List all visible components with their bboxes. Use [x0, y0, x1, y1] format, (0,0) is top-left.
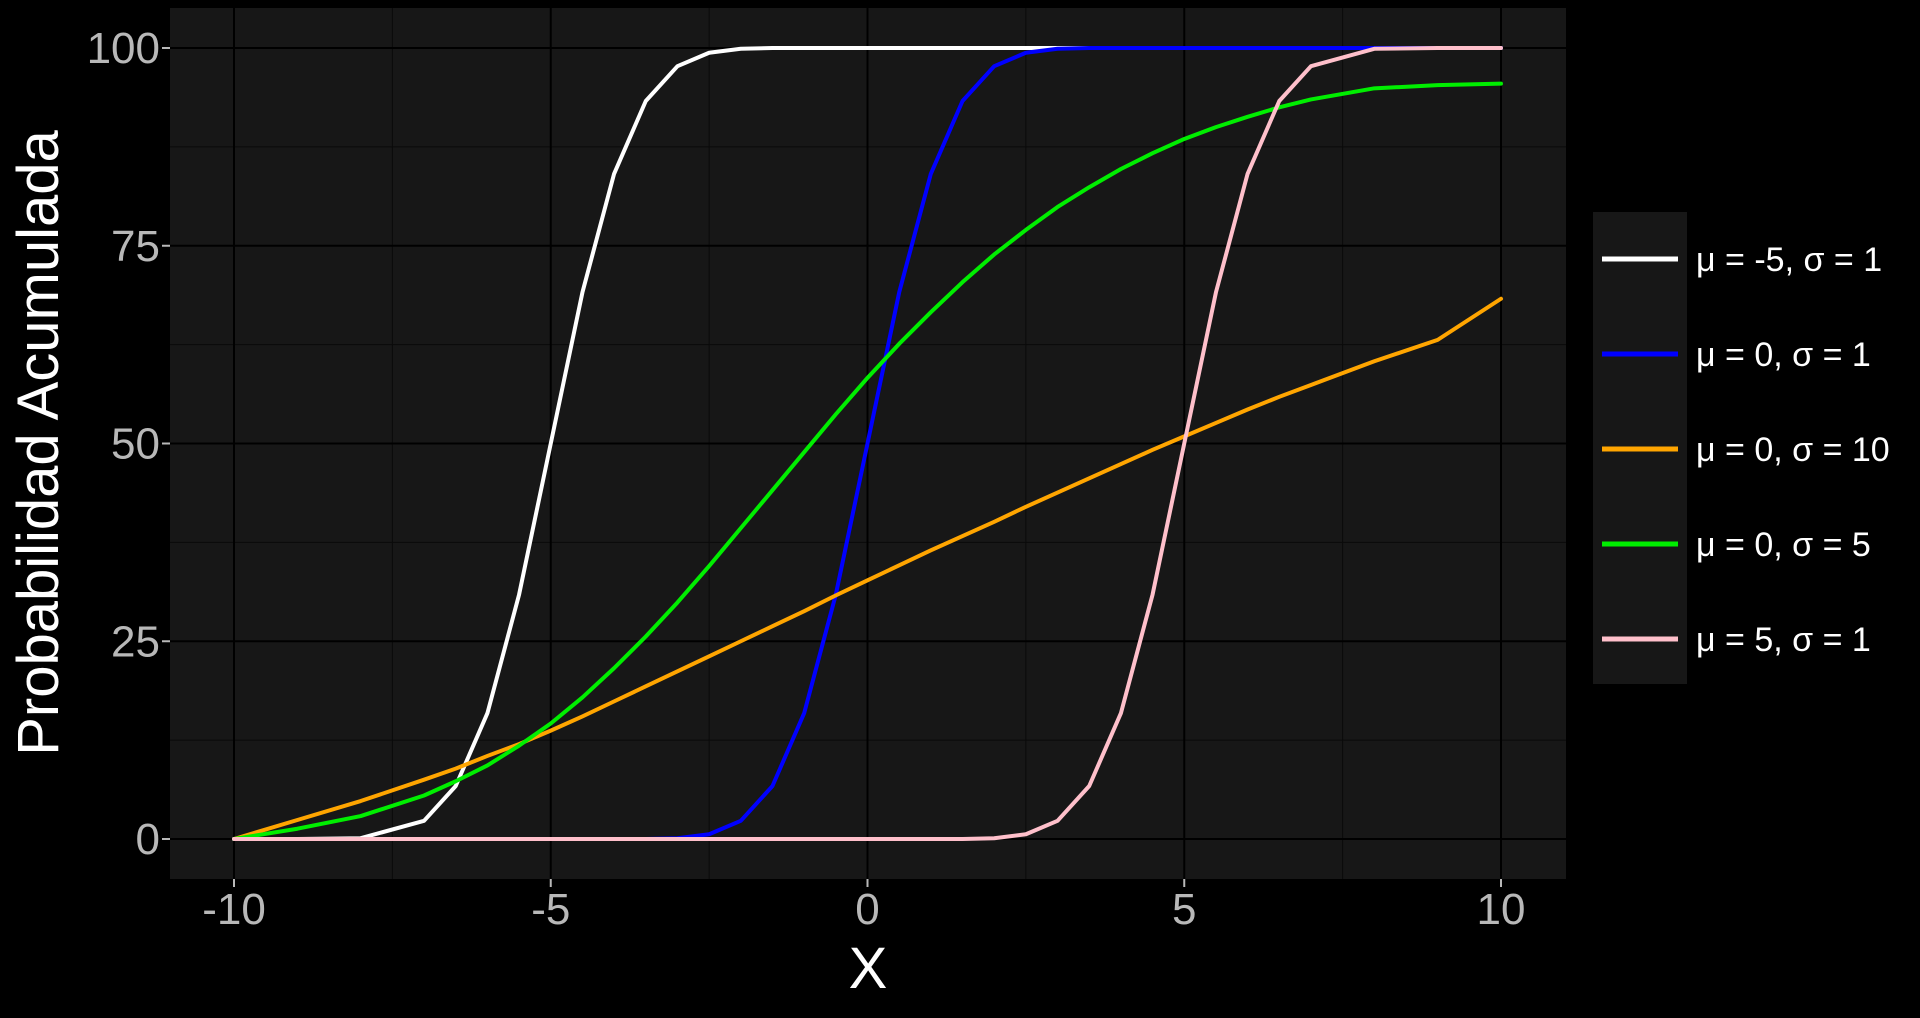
y-tick-label: 75	[111, 222, 160, 271]
legend-label-3: μ = 0, σ = 10	[1696, 431, 1890, 469]
y-tick-label: 0	[136, 815, 160, 864]
x-tick-label: -10	[202, 885, 266, 934]
x-tick-label: 0	[855, 885, 879, 934]
legend-label-4: μ = 0, σ = 5	[1696, 526, 1871, 564]
x-tick-label: 10	[1477, 885, 1526, 934]
legend-label-2: μ = 0, σ = 1	[1696, 336, 1871, 374]
y-tick-label: 100	[87, 24, 160, 73]
legend: μ = -5, σ = 1 μ = 0, σ = 1 μ = 0, σ = 10 μ …	[1602, 241, 1890, 659]
series-lines	[232, 46, 1503, 841]
y-tick-label: 25	[111, 617, 160, 666]
series-line-5	[232, 46, 1503, 841]
series-line-4	[232, 81, 1503, 841]
x-tick-label: -5	[531, 885, 570, 934]
y-axis-ticks: 0 25 50 75 100	[87, 24, 170, 864]
series-line-3	[232, 296, 1503, 841]
x-axis-title: X	[849, 936, 888, 1001]
y-tick-label: 50	[111, 420, 160, 469]
x-axis-ticks: -10 -5 0 5 10	[202, 879, 1525, 934]
x-tick-label: 5	[1172, 885, 1196, 934]
legend-label-1: μ = -5, σ = 1	[1696, 241, 1882, 279]
legend-label-5: μ = 5, σ = 1	[1696, 621, 1871, 659]
y-axis-title: Probabilidad Acumulada	[6, 129, 71, 755]
